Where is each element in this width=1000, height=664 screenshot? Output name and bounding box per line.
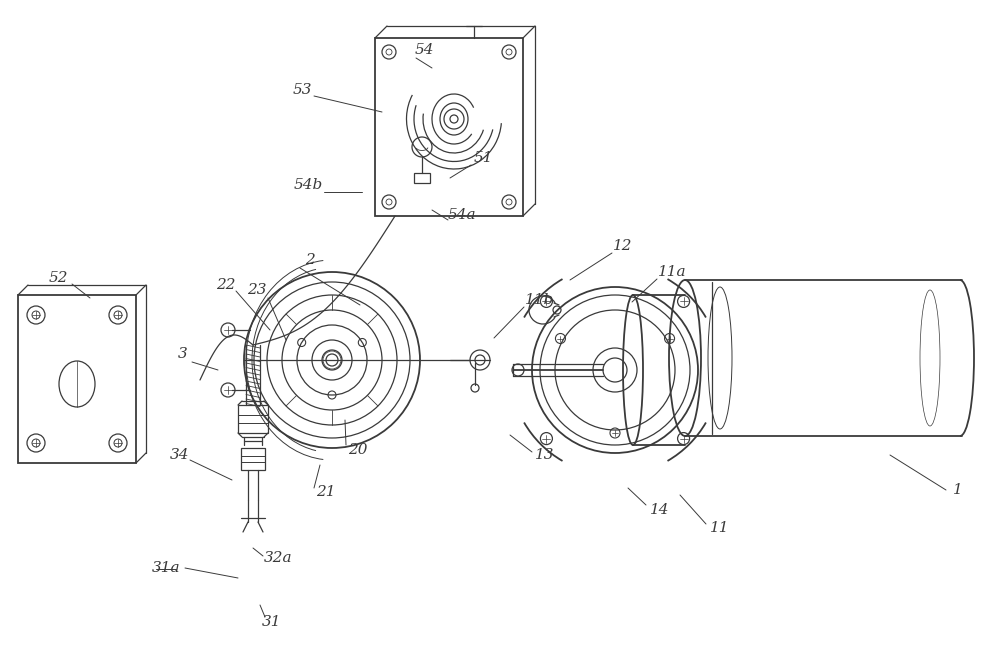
Text: 14: 14	[650, 503, 670, 517]
Text: 3: 3	[178, 347, 188, 361]
Text: 52: 52	[48, 271, 68, 285]
Text: 31: 31	[262, 615, 282, 629]
Text: 23: 23	[247, 283, 267, 297]
Bar	[241, 448, 265, 470]
Bar	[18, 295, 136, 463]
Text: 13: 13	[535, 448, 555, 462]
Text: 1: 1	[953, 483, 963, 497]
Text: 11: 11	[710, 521, 730, 535]
Text: 34: 34	[170, 448, 190, 462]
Text: 54a: 54a	[448, 208, 476, 222]
Bar	[238, 405, 268, 433]
Text: 53: 53	[292, 83, 312, 97]
Text: 31a: 31a	[152, 561, 180, 575]
Text: 21: 21	[316, 485, 336, 499]
Text: 11b: 11b	[525, 293, 555, 307]
Text: 12: 12	[613, 239, 633, 253]
Text: 11a: 11a	[658, 265, 686, 279]
Text: 54: 54	[414, 43, 434, 57]
Text: 54b: 54b	[293, 178, 323, 192]
Text: 2: 2	[305, 253, 315, 267]
Bar	[375, 38, 523, 216]
Bar	[414, 173, 430, 183]
Text: 32a: 32a	[264, 551, 292, 565]
Text: 20: 20	[348, 443, 368, 457]
Text: 51: 51	[473, 151, 493, 165]
Text: 22: 22	[216, 278, 236, 292]
